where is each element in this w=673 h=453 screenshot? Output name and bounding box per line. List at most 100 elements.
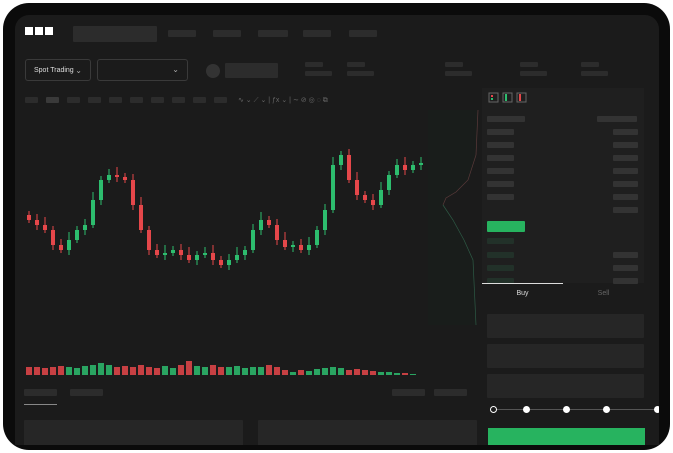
- slider-stop-25[interactable]: [523, 406, 530, 413]
- candle-body: [179, 250, 183, 255]
- ask-amount: [613, 168, 638, 174]
- candle-body: [163, 253, 167, 255]
- tab-buy[interactable]: Buy: [516, 290, 529, 297]
- candlestick-chart[interactable]: [15, 110, 482, 375]
- search-bar[interactable]: [73, 26, 157, 42]
- volume-bar: [202, 367, 208, 375]
- volume-bar: [354, 369, 360, 375]
- candle-body: [131, 180, 135, 205]
- volume-bar: [154, 368, 160, 375]
- candle-body: [283, 240, 287, 247]
- timeframe-button[interactable]: [67, 97, 80, 103]
- volume-bar: [162, 366, 168, 375]
- candle-body: [171, 250, 175, 253]
- candle-body: [99, 180, 103, 200]
- volume-bar: [250, 367, 256, 375]
- tab-open-orders[interactable]: [24, 389, 57, 396]
- volume-bar: [106, 365, 112, 375]
- spot-trading-dropdown[interactable]: Spot Trading ⌄: [25, 59, 91, 81]
- ask-amount: [613, 142, 638, 148]
- volume-bar: [346, 370, 352, 375]
- okx-logo: [25, 27, 53, 35]
- nav-item[interactable]: [258, 30, 288, 37]
- candle-body: [83, 225, 87, 230]
- tab-sell[interactable]: Sell: [597, 290, 610, 297]
- indicator-icon[interactable]: ∿ ⌄ ⟋ ⌄ | ƒx ⌄ | ∼ ⊘ ◎ ◌ ⧉: [238, 97, 328, 104]
- active-tab-indicator: [482, 283, 563, 284]
- timeframe-button[interactable]: [109, 97, 122, 103]
- volume-bar: [130, 367, 136, 375]
- volume-bar: [66, 367, 72, 375]
- volume-bar: [322, 368, 328, 375]
- candle-body: [419, 163, 423, 165]
- candle-body: [331, 165, 335, 210]
- slider-stop-100[interactable]: [654, 406, 659, 413]
- timeframe-button[interactable]: [25, 97, 38, 103]
- ask-amount: [613, 155, 638, 161]
- filter-control[interactable]: [392, 389, 425, 396]
- volume-bar: [42, 368, 48, 375]
- timeframe-button[interactable]: [214, 97, 227, 103]
- stat-label: [305, 62, 323, 67]
- total-input[interactable]: [487, 374, 644, 398]
- pair-dropdown[interactable]: ⌄: [97, 59, 188, 81]
- bid-price: [487, 252, 514, 258]
- slider-handle[interactable]: [490, 406, 497, 413]
- order-card: [258, 420, 477, 445]
- ask-price: [487, 181, 514, 187]
- volume-bar: [266, 365, 272, 375]
- candle-body: [123, 177, 127, 180]
- timeframe-button[interactable]: [193, 97, 206, 103]
- amount-slider-track[interactable]: [493, 409, 658, 410]
- timeframe-button[interactable]: [46, 97, 59, 103]
- timeframe-button[interactable]: [151, 97, 164, 103]
- candle-body: [107, 175, 111, 180]
- tab-order-history[interactable]: [70, 389, 103, 396]
- timeframe-button[interactable]: [88, 97, 101, 103]
- candle-body: [155, 250, 159, 255]
- volume-bar: [338, 368, 344, 375]
- candle-body: [339, 155, 343, 165]
- volume-bar: [402, 373, 408, 375]
- volume-bar: [410, 374, 416, 375]
- candle-body: [43, 225, 47, 230]
- stat-value: [445, 71, 472, 76]
- pair-name: [225, 63, 278, 78]
- candle-body: [203, 253, 207, 255]
- header-amount: [597, 116, 637, 122]
- candle-body: [395, 165, 399, 175]
- candle-body: [115, 175, 119, 177]
- nav-item[interactable]: [168, 30, 196, 37]
- slider-stop-75[interactable]: [603, 406, 610, 413]
- volume-bar: [90, 365, 96, 375]
- timeframe-button[interactable]: [172, 97, 185, 103]
- order-card: [24, 420, 243, 445]
- candle-body: [275, 225, 279, 240]
- slider-stop-50[interactable]: [563, 406, 570, 413]
- nav-item[interactable]: [303, 30, 331, 37]
- candle-body: [379, 190, 383, 205]
- buy-button[interactable]: [488, 428, 645, 445]
- nav-item[interactable]: [213, 30, 241, 37]
- volume-bar: [82, 366, 88, 375]
- volume-bar: [218, 367, 224, 375]
- bid-amount: [613, 252, 638, 258]
- filter-control[interactable]: [434, 389, 467, 396]
- volume-bar: [394, 373, 400, 375]
- candle-body: [363, 195, 367, 200]
- depth-chart: [428, 110, 479, 325]
- volume-bar: [362, 370, 368, 375]
- volume-bar: [122, 366, 128, 375]
- timeframe-button[interactable]: [130, 97, 143, 103]
- candle-body: [219, 260, 223, 265]
- volume-bar: [98, 363, 104, 375]
- stat-value: [347, 71, 374, 76]
- volume-bar: [242, 368, 248, 375]
- chevron-down-icon: ⌄: [172, 65, 179, 74]
- candle-body: [139, 205, 143, 230]
- nav-item[interactable]: [349, 30, 377, 37]
- order-book-buy-icon: [502, 92, 513, 103]
- price-input[interactable]: [487, 314, 644, 338]
- active-tab-indicator: [24, 404, 57, 405]
- amount-input[interactable]: [487, 344, 644, 368]
